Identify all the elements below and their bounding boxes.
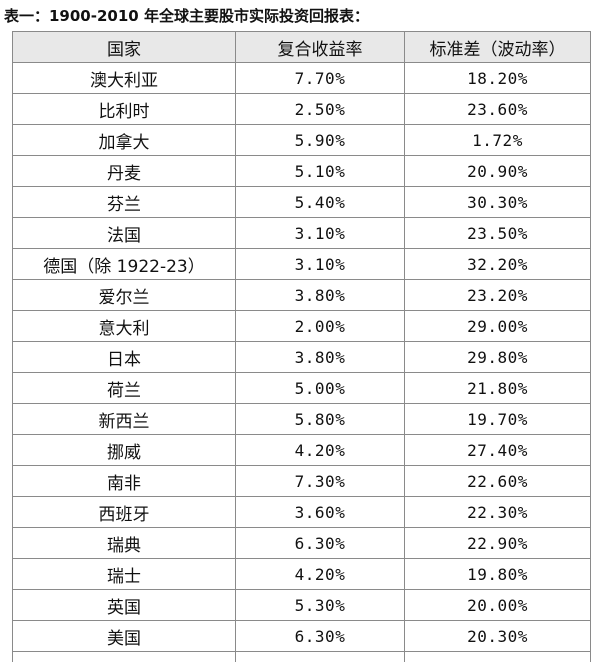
cut-off-cell — [12, 651, 236, 662]
cell-compound-return: 7.30% — [235, 465, 405, 497]
cell-country: 瑞典 — [12, 527, 236, 559]
cell-std-dev: 22.90% — [404, 527, 591, 559]
table-row: 澳大利亚 7.70% 18.20% — [12, 62, 591, 94]
header-country: 国家 — [12, 31, 236, 63]
table-row: 挪威 4.20% 27.40% — [12, 434, 591, 466]
cell-std-dev: 21.80% — [404, 372, 591, 404]
table-row: 西班牙 3.60% 22.30% — [12, 496, 591, 528]
cell-country: 意大利 — [12, 310, 236, 342]
cell-std-dev: 29.00% — [404, 310, 591, 342]
table-row: 比利时 2.50% 23.60% — [12, 93, 591, 125]
cell-std-dev: 20.00% — [404, 589, 591, 621]
cell-compound-return: 3.10% — [235, 217, 405, 249]
cell-country: 比利时 — [12, 93, 236, 125]
table-row: 丹麦 5.10% 20.90% — [12, 155, 591, 187]
cell-country: 西班牙 — [12, 496, 236, 528]
cell-std-dev: 23.50% — [404, 217, 591, 249]
cell-std-dev: 23.60% — [404, 93, 591, 125]
table-row: 芬兰 5.40% 30.30% — [12, 186, 591, 218]
cell-country: 丹麦 — [12, 155, 236, 187]
cell-compound-return: 5.00% — [235, 372, 405, 404]
cut-off-cell — [235, 651, 405, 662]
cell-std-dev: 22.30% — [404, 496, 591, 528]
cut-off-cell — [404, 651, 591, 662]
cell-compound-return: 5.30% — [235, 589, 405, 621]
table-row: 新西兰 5.80% 19.70% — [12, 403, 591, 435]
cell-std-dev: 20.30% — [404, 620, 591, 652]
table-row: 荷兰 5.00% 21.80% — [12, 372, 591, 404]
cell-country: 芬兰 — [12, 186, 236, 218]
cell-compound-return: 3.80% — [235, 279, 405, 311]
cell-std-dev: 18.20% — [404, 62, 591, 94]
cell-std-dev: 19.70% — [404, 403, 591, 435]
cell-std-dev: 23.20% — [404, 279, 591, 311]
cell-country: 澳大利亚 — [12, 62, 236, 94]
cell-country: 德国（除 1922-23） — [12, 248, 236, 280]
returns-table: 国家 复合收益率 标准差（波动率） 澳大利亚 7.70% 18.20% 比利时 2.50… — [12, 31, 591, 662]
cell-country: 新西兰 — [12, 403, 236, 435]
table-row: 南非 7.30% 22.60% — [12, 465, 591, 497]
table-row: 德国（除 1922-23） 3.10% 32.20% — [12, 248, 591, 280]
cell-compound-return: 3.60% — [235, 496, 405, 528]
cell-compound-return: 4.20% — [235, 558, 405, 590]
table-caption: 表一：1900-2010 年全球主要股市实际投资回报表： — [4, 7, 369, 25]
cell-compound-return: 6.30% — [235, 527, 405, 559]
cell-country: 英国 — [12, 589, 236, 621]
table-row: 法国 3.10% 23.50% — [12, 217, 591, 249]
cell-country: 爱尔兰 — [12, 279, 236, 311]
header-std-dev: 标准差（波动率） — [404, 31, 591, 63]
cell-compound-return: 2.00% — [235, 310, 405, 342]
table-body: 澳大利亚 7.70% 18.20% 比利时 2.50% 23.60% 加拿大 5.90% 1.7… — [12, 62, 591, 662]
table-row: 爱尔兰 3.80% 23.20% — [12, 279, 591, 311]
cell-compound-return: 5.90% — [235, 124, 405, 156]
table-row: 英国 5.30% 20.00% — [12, 589, 591, 621]
cell-std-dev: 22.60% — [404, 465, 591, 497]
cell-compound-return: 4.20% — [235, 434, 405, 466]
cell-std-dev: 19.80% — [404, 558, 591, 590]
cell-country: 南非 — [12, 465, 236, 497]
cell-std-dev: 32.20% — [404, 248, 591, 280]
cell-std-dev: 27.40% — [404, 434, 591, 466]
cell-compound-return: 6.30% — [235, 620, 405, 652]
cell-compound-return: 5.10% — [235, 155, 405, 187]
table-row: 加拿大 5.90% 1.72% — [12, 124, 591, 156]
cell-country: 日本 — [12, 341, 236, 373]
table-row: 瑞典 6.30% 22.90% — [12, 527, 591, 559]
cell-std-dev: 29.80% — [404, 341, 591, 373]
cell-compound-return: 3.80% — [235, 341, 405, 373]
table-row: 日本 3.80% 29.80% — [12, 341, 591, 373]
cell-compound-return: 7.70% — [235, 62, 405, 94]
cell-compound-return: 5.40% — [235, 186, 405, 218]
table-row: 瑞士 4.20% 19.80% — [12, 558, 591, 590]
cell-std-dev: 20.90% — [404, 155, 591, 187]
cell-country: 法国 — [12, 217, 236, 249]
cell-country: 瑞士 — [12, 558, 236, 590]
cell-compound-return: 2.50% — [235, 93, 405, 125]
header-row: 国家 复合收益率 标准差（波动率） — [12, 31, 591, 63]
table-row: 美国 6.30% 20.30% — [12, 620, 591, 652]
cell-country: 美国 — [12, 620, 236, 652]
table-row-cut-off — [12, 651, 591, 662]
header-compound-return: 复合收益率 — [235, 31, 405, 63]
cell-std-dev: 1.72% — [404, 124, 591, 156]
table-row: 意大利 2.00% 29.00% — [12, 310, 591, 342]
table-header: 国家 复合收益率 标准差（波动率） — [12, 31, 591, 63]
cell-compound-return: 5.80% — [235, 403, 405, 435]
cell-country: 挪威 — [12, 434, 236, 466]
cell-country: 加拿大 — [12, 124, 236, 156]
cell-std-dev: 30.30% — [404, 186, 591, 218]
cell-compound-return: 3.10% — [235, 248, 405, 280]
cell-country: 荷兰 — [12, 372, 236, 404]
